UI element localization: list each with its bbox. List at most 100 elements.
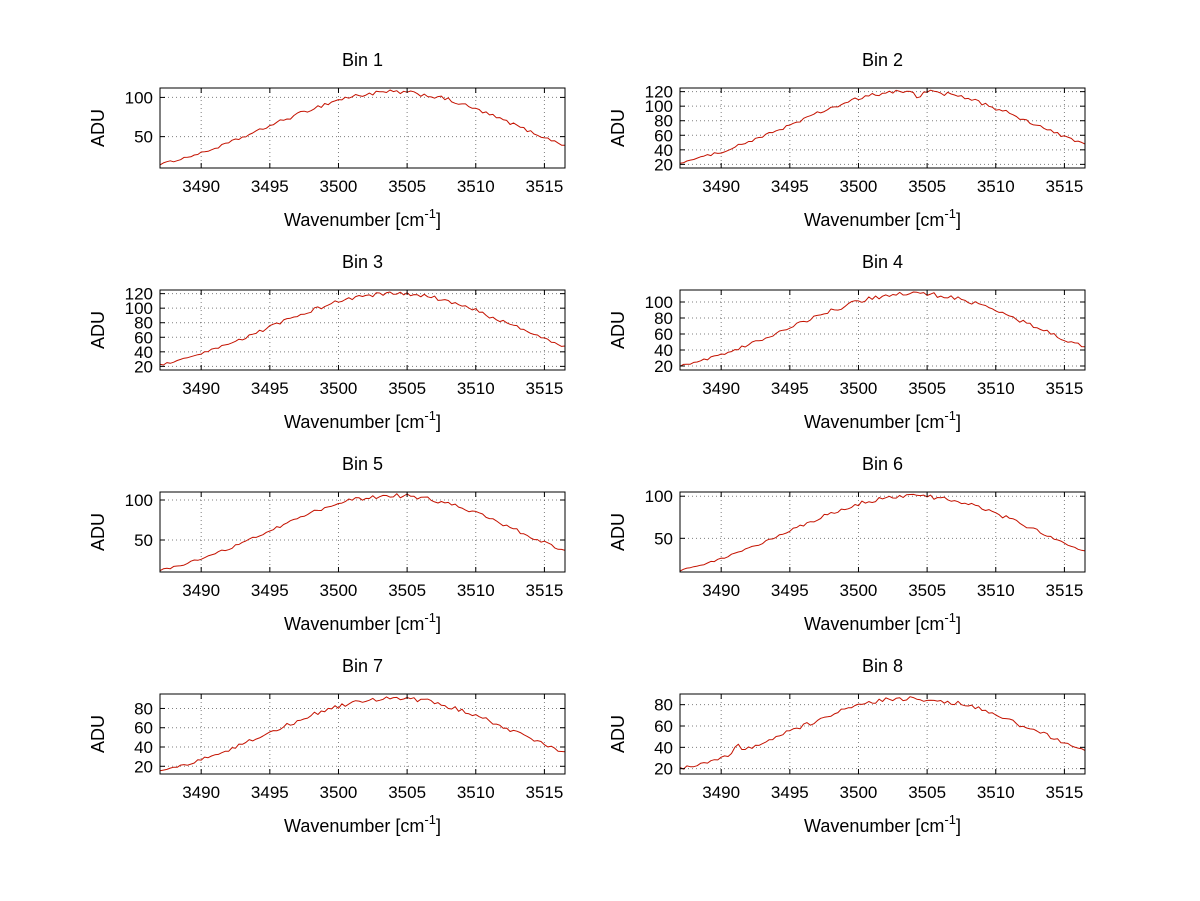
x-tick-labels: 3490 3495 3500 3505 3510 3515: [182, 783, 563, 802]
axis-box: [679, 87, 1086, 169]
grid-lines: [680, 290, 1085, 370]
grid-lines: [160, 290, 565, 370]
x-tick-label: 3510: [977, 783, 1015, 802]
x-axis-label: Wavenumber [cm-1]: [284, 206, 441, 230]
x-tick-label: 3500: [320, 379, 358, 398]
grid-lines: [680, 492, 1085, 572]
y-tick-label: 40: [654, 738, 673, 757]
x-tick-label: 3515: [525, 177, 563, 196]
x-tick-label: 3510: [977, 581, 1015, 600]
axis-box: [679, 289, 1086, 371]
x-tick-label: 3490: [702, 379, 740, 398]
x-tick-label: 3490: [182, 783, 220, 802]
x-tick-label: 3510: [977, 177, 1015, 196]
y-tick-label: 100: [645, 97, 673, 116]
y-tick-label: 80: [654, 112, 673, 131]
data-line: [679, 696, 1086, 770]
x-tick-label: 3490: [702, 581, 740, 600]
y-axis-label: ADU: [608, 715, 628, 753]
y-axis-label: ADU: [608, 109, 628, 147]
y-tick-label: 50: [134, 531, 153, 550]
x-tick-label: 3515: [525, 581, 563, 600]
data-line: [679, 291, 1086, 367]
x-tick-labels: 3490 3495 3500 3505 3510 3515: [702, 783, 1083, 802]
y-axis-label: ADU: [88, 715, 108, 753]
x-tick-labels: 3490 3495 3500 3505 3510 3515: [182, 581, 563, 600]
chart-title: Bin 6: [862, 454, 903, 474]
chart-title: Bin 4: [862, 252, 903, 272]
y-tick-label: 60: [654, 717, 673, 736]
x-tick-label: 3495: [251, 783, 289, 802]
y-tick-label: 60: [134, 328, 153, 347]
subplot-bin-4: 3490 3495 3500 3505 3510 3515 20 40 60 80 100 Bin 4…: [520, 230, 1120, 432]
tick-marks: [680, 88, 1085, 168]
grid-lines: [160, 694, 565, 774]
y-tick-labels: 50 100: [125, 88, 153, 146]
x-tick-label: 3495: [771, 581, 809, 600]
axis-box: [159, 289, 566, 371]
subplot-bin-8: 3490 3495 3500 3505 3510 3515 20 40 60 80 Bin 8 ADU…: [520, 634, 1120, 836]
y-tick-label: 60: [654, 325, 673, 344]
chart-bin-1: 3490 3495 3500 3505 3510 3515 50 100 Bin 1 ADU Wav…: [88, 50, 566, 230]
data-line: [159, 89, 566, 166]
subplot-bin-6: 3490 3495 3500 3505 3510 3515 50 100 Bin 6 ADU Wav…: [520, 432, 1120, 634]
tick-marks: [680, 290, 1085, 370]
y-tick-label: 20: [134, 757, 153, 776]
x-tick-label: 3505: [388, 783, 426, 802]
tick-marks: [160, 492, 565, 572]
x-axis-label: Wavenumber [cm-1]: [284, 610, 441, 634]
x-tick-label: 3495: [771, 177, 809, 196]
x-tick-labels: 3490 3495 3500 3505 3510 3515: [702, 581, 1083, 600]
x-tick-label: 3505: [908, 177, 946, 196]
chart-title: Bin 1: [342, 50, 383, 70]
y-tick-label: 100: [645, 487, 673, 506]
chart-title: Bin 2: [862, 50, 903, 70]
y-axis-label: ADU: [608, 311, 628, 349]
y-tick-label: 120: [645, 83, 673, 102]
x-tick-label: 3510: [457, 177, 495, 196]
subplot-bin-1: 3490 3495 3500 3505 3510 3515 50 100 Bin 1 ADU Wav…: [0, 28, 600, 230]
y-tick-label: 80: [134, 699, 153, 718]
data-line: [679, 89, 1086, 164]
y-axis-label: ADU: [88, 109, 108, 147]
grid-lines: [680, 694, 1085, 774]
x-axis-label: Wavenumber [cm-1]: [284, 812, 441, 836]
x-tick-label: 3500: [840, 783, 878, 802]
x-tick-labels: 3490 3495 3500 3505 3510 3515: [702, 177, 1083, 196]
x-tick-label: 3500: [320, 783, 358, 802]
y-tick-label: 60: [134, 719, 153, 738]
grid-lines: [160, 492, 565, 572]
grid-lines: [160, 88, 565, 168]
x-tick-label: 3490: [182, 177, 220, 196]
x-tick-label: 3495: [251, 177, 289, 196]
y-tick-label: 40: [654, 141, 673, 160]
chart-title: Bin 5: [342, 454, 383, 474]
x-tick-label: 3495: [771, 783, 809, 802]
y-tick-label: 100: [125, 299, 153, 318]
y-tick-label: 40: [134, 343, 153, 362]
y-tick-label: 20: [654, 760, 673, 779]
x-tick-label: 3515: [1045, 581, 1083, 600]
x-axis-label: Wavenumber [cm-1]: [804, 408, 961, 432]
x-tick-labels: 3490 3495 3500 3505 3510 3515: [182, 379, 563, 398]
x-tick-label: 3500: [840, 581, 878, 600]
axis-box: [159, 87, 566, 169]
axis-box: [679, 693, 1086, 775]
data-line: [159, 696, 566, 772]
x-tick-label: 3490: [702, 783, 740, 802]
axis-box: [159, 491, 566, 573]
y-tick-labels: 50 100: [125, 491, 153, 550]
x-axis-label: Wavenumber [cm-1]: [804, 610, 961, 634]
tick-marks: [160, 694, 565, 774]
x-tick-label: 3505: [908, 783, 946, 802]
x-tick-label: 3490: [702, 177, 740, 196]
data-line: [159, 493, 566, 572]
tick-marks: [680, 492, 1085, 572]
chart-bin-6: 3490 3495 3500 3505 3510 3515 50 100 Bin 6 ADU Wav…: [608, 454, 1086, 634]
